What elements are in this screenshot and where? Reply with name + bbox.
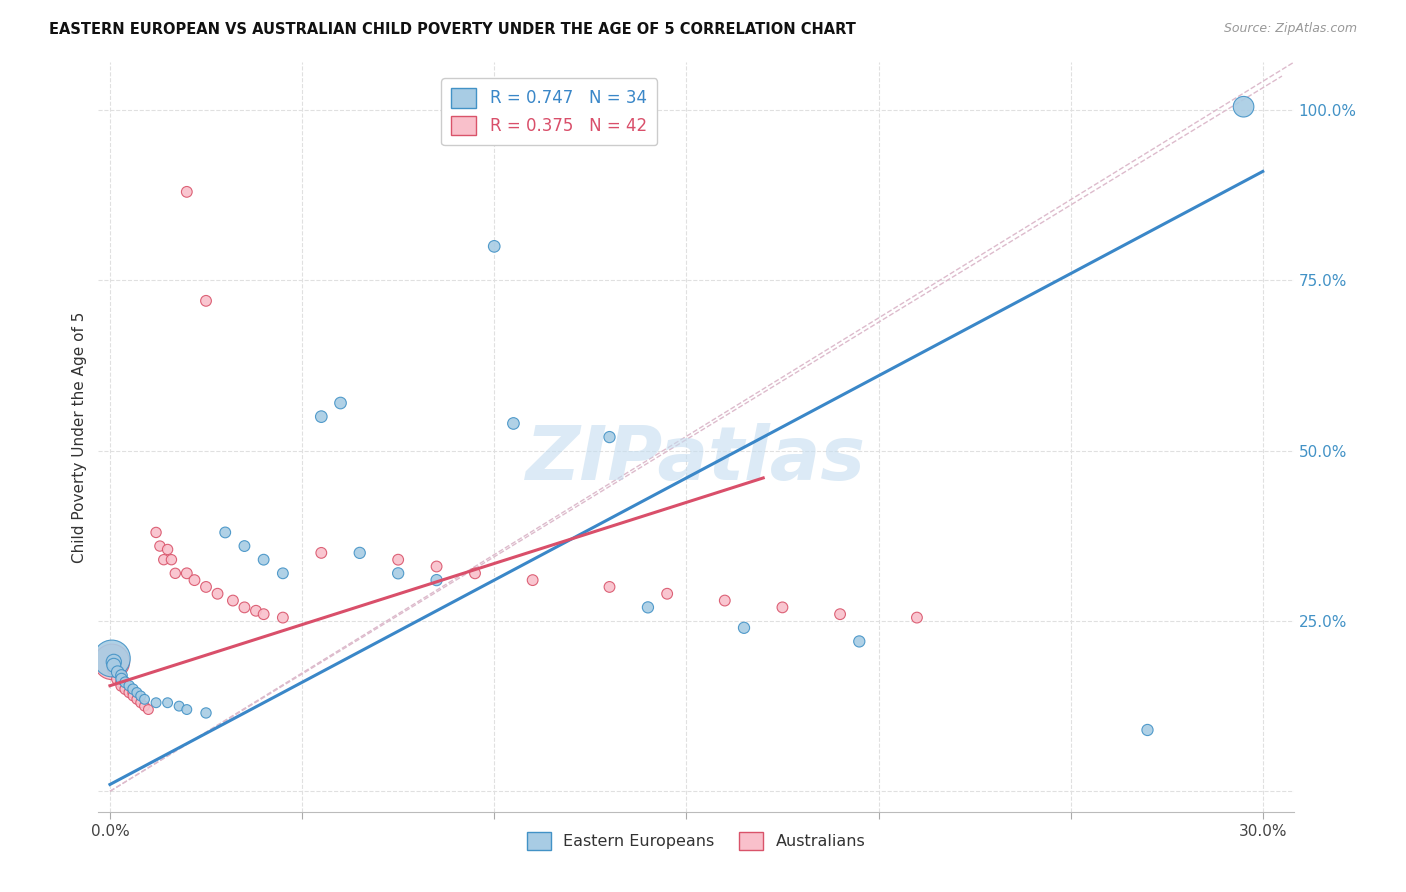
Point (156, 696, 179, 710)
Point (134, 692, 156, 706)
Point (311, 409, 333, 424)
Point (207, 587, 229, 601)
Point (138, 702, 160, 716)
Point (176, 566, 198, 581)
Point (107, 665, 129, 679)
Point (165, 566, 187, 581)
Point (271, 566, 294, 581)
Point (828, 607, 851, 622)
Point (183, 573, 205, 587)
Point (101, 655, 124, 669)
Point (271, 610, 294, 624)
Point (176, 702, 198, 716)
Point (167, 699, 190, 714)
Point (637, 600, 659, 615)
Point (195, 293, 218, 308)
Point (387, 566, 409, 581)
Point (233, 539, 256, 553)
Point (152, 552, 174, 566)
Point (253, 552, 276, 566)
Point (129, 689, 152, 703)
Point (657, 587, 679, 601)
Point (195, 580, 218, 594)
Point (176, 185, 198, 199)
Point (522, 573, 544, 587)
Point (114, 675, 136, 690)
Point (107, 665, 129, 679)
Point (484, 239, 506, 253)
Text: EASTERN EUROPEAN VS AUSTRALIAN CHILD POVERTY UNDER THE AGE OF 5 CORRELATION CHAR: EASTERN EUROPEAN VS AUSTRALIAN CHILD POV… (49, 22, 856, 37)
Point (599, 430, 621, 444)
Point (145, 525, 167, 540)
Point (122, 689, 145, 703)
Point (1136, 723, 1159, 737)
Point (118, 685, 141, 699)
Point (426, 559, 449, 574)
Point (114, 682, 136, 697)
Point (149, 539, 172, 553)
Point (145, 696, 167, 710)
Point (110, 672, 132, 686)
Point (129, 696, 152, 710)
Point (156, 542, 179, 557)
Point (125, 692, 148, 706)
Point (502, 417, 524, 431)
Point (214, 525, 236, 540)
Point (311, 546, 333, 560)
Point (103, 658, 125, 673)
Point (118, 679, 141, 693)
Point (245, 604, 267, 618)
Point (1232, 100, 1254, 114)
Point (329, 396, 352, 410)
Point (101, 651, 124, 665)
Point (122, 685, 145, 699)
Point (103, 662, 125, 676)
Point (110, 668, 132, 682)
Point (222, 593, 245, 607)
Point (110, 679, 132, 693)
Point (905, 610, 928, 624)
Point (195, 706, 218, 720)
Point (599, 580, 621, 594)
Point (713, 593, 735, 607)
Point (160, 552, 183, 566)
Point (110, 675, 132, 690)
Point (464, 566, 486, 581)
Point (125, 685, 148, 699)
Text: Source: ZipAtlas.com: Source: ZipAtlas.com (1223, 22, 1357, 36)
Text: ZIPatlas: ZIPatlas (526, 423, 866, 496)
Point (770, 600, 793, 615)
Point (848, 634, 870, 648)
Point (134, 699, 156, 714)
Point (103, 658, 125, 673)
Point (122, 682, 145, 697)
Legend: Eastern Europeans, Australians: Eastern Europeans, Australians (520, 826, 872, 856)
Y-axis label: Child Poverty Under the Age of 5: Child Poverty Under the Age of 5 (72, 311, 87, 563)
Point (233, 600, 256, 615)
Point (426, 573, 449, 587)
Point (733, 621, 755, 635)
Point (349, 546, 371, 560)
Point (107, 672, 129, 686)
Point (103, 655, 125, 669)
Point (387, 552, 409, 566)
Point (253, 607, 276, 622)
